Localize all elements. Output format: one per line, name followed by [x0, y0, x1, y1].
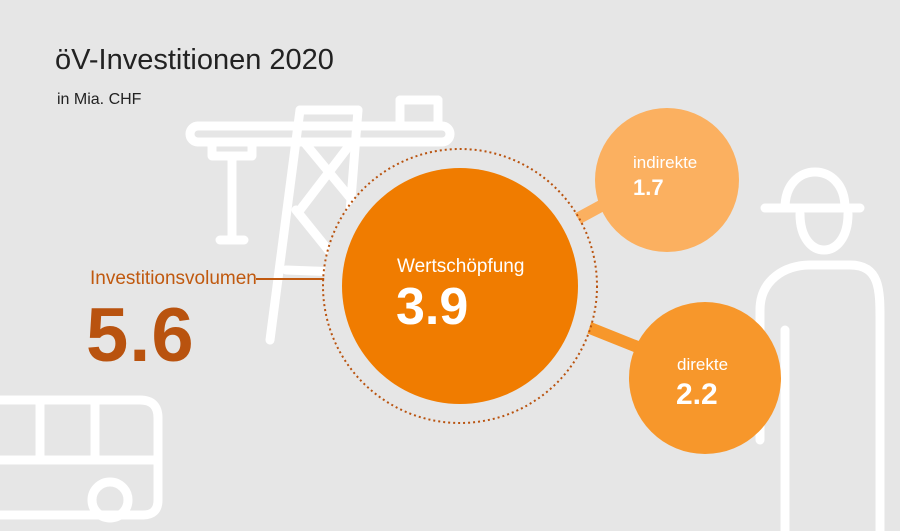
indirect-circle	[595, 108, 739, 252]
chart-subtitle: in Mia. CHF	[57, 91, 142, 108]
indirect-label: indirekte	[633, 153, 698, 172]
direct-label: direkte	[677, 355, 729, 374]
value-added-circle	[342, 168, 578, 404]
investment-volume-dotted-ring	[322, 148, 598, 424]
investment-volume-label: Investitionsvolumen	[90, 268, 257, 289]
worker-icon	[755, 167, 885, 531]
bus-icon	[0, 395, 163, 523]
direct-value: 2.2	[676, 378, 718, 411]
investment-volume-value: 5.6	[86, 293, 195, 378]
chart-title: öV-Investitionen 2020	[55, 44, 334, 76]
value-added-label: Wertschöpfung	[397, 256, 525, 277]
direct-circle	[629, 302, 781, 454]
value-added-value: 3.9	[396, 278, 469, 336]
indirect-value: 1.7	[633, 175, 664, 200]
